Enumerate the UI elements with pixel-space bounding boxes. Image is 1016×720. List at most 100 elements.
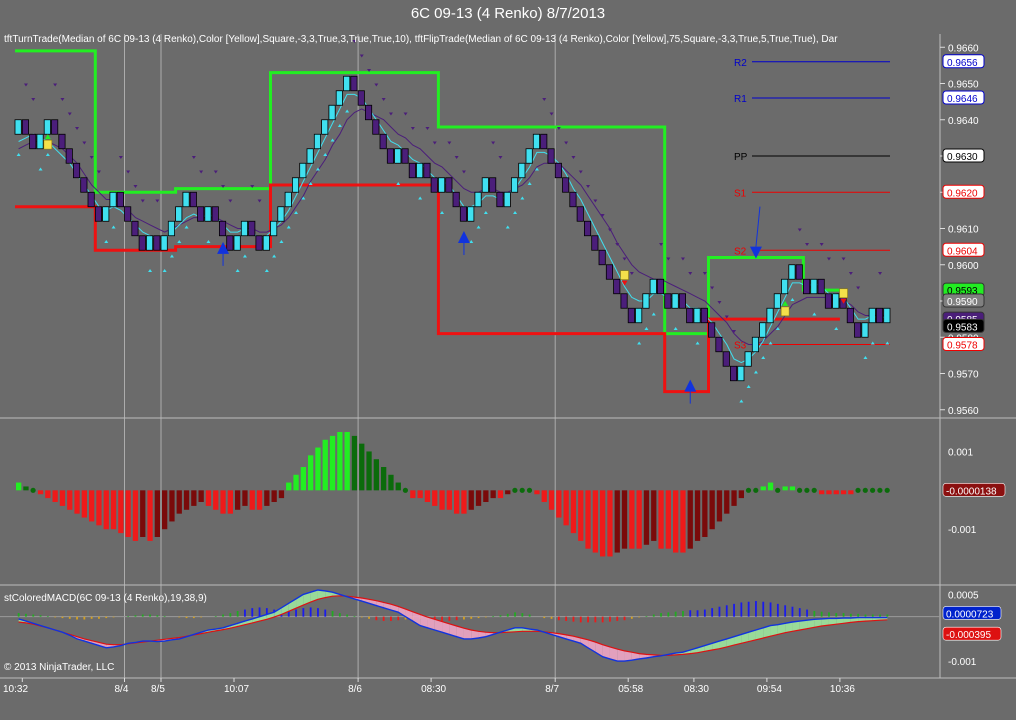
macd-fill (734, 634, 742, 646)
histogram-bar (227, 490, 233, 514)
trail-dot (812, 312, 817, 316)
value-axis: 0.95600.95700.95800.95900.96000.96100.96… (940, 43, 1006, 668)
renko-brick (445, 177, 453, 193)
histogram-panel[interactable] (16, 432, 890, 557)
renko-brick (313, 133, 321, 150)
trail-dot (184, 225, 189, 229)
macd-panel[interactable] (0, 589, 940, 662)
renko-brick (598, 249, 606, 266)
renko-brick (167, 220, 176, 237)
price-tick-label: 0.9600 (948, 261, 979, 272)
grid-lines (124, 34, 556, 678)
histogram-bar (359, 443, 365, 491)
trail-dot (206, 240, 211, 243)
time-tick-label: 10:07 (224, 684, 249, 695)
renko-brick (321, 119, 329, 135)
trail-dot (702, 272, 707, 275)
green-stop-line (15, 49, 840, 336)
hist-zero-dot (512, 487, 518, 493)
trail-dot (527, 182, 532, 185)
renko-brick (335, 90, 343, 106)
macd-value-tag (942, 606, 1002, 620)
trail-dot (330, 138, 335, 142)
histogram-bar (826, 490, 832, 495)
histogram-bar (651, 490, 657, 541)
pivot-value-label: 0.9656 (947, 58, 978, 69)
macd-fill (785, 622, 793, 633)
renko-brick (474, 191, 482, 208)
time-tick-label: 8/5 (151, 684, 165, 695)
renko-brick (554, 162, 562, 179)
renko-brick (197, 206, 205, 222)
renko-brick (788, 264, 796, 280)
renko-brick (532, 133, 540, 150)
histogram-bar (344, 432, 350, 491)
histogram-bar (125, 490, 131, 537)
trail-dot (16, 153, 21, 156)
price-panel[interactable]: R2 R1 PP S1 S2 S3 (14, 40, 891, 404)
time-axis: 10:32 8/4 8/5 10:07 8/6 08:30 8/7 05:58 08:30 09:… (3, 678, 855, 695)
trail-dot (345, 109, 350, 113)
copyright-text: © 2013 NinjaTrader, LLC (4, 662, 114, 673)
histogram-bar (220, 490, 226, 514)
trade-marker (839, 288, 848, 299)
trail-dot (607, 228, 612, 232)
histogram-bar (183, 490, 190, 510)
renko-brick (218, 220, 227, 237)
trail-dot (498, 156, 503, 159)
hist-zero-dot (797, 487, 803, 493)
renko-brick (357, 90, 365, 106)
price-value-label: 0.9593 (947, 286, 978, 297)
trail-dot (221, 185, 226, 188)
histogram-bar (687, 490, 693, 549)
macd-fill (821, 618, 829, 626)
trail-dot (644, 327, 649, 330)
renko-brick (379, 133, 387, 150)
histogram-bar (716, 490, 723, 522)
macd-fill (741, 632, 749, 644)
renko-brick (700, 307, 708, 324)
renko-brick (510, 177, 519, 193)
renko-brick (591, 235, 599, 251)
histogram-bar (600, 490, 606, 557)
renko-brick (678, 293, 686, 309)
histogram-bar (563, 490, 569, 526)
trail-dot (622, 257, 627, 261)
macd-fill (442, 621, 450, 635)
hist-zero-dot (884, 487, 890, 493)
histogram-bar (680, 490, 686, 553)
trail-dot (82, 141, 87, 145)
renko-brick (620, 293, 628, 309)
macd-fill (843, 618, 851, 624)
histogram-bar (738, 490, 744, 499)
hist-value-label: -0.0000138 (946, 486, 997, 497)
histogram-bar (673, 490, 679, 553)
renko-brick (138, 235, 146, 251)
pivot-value-label: 0.9604 (947, 246, 978, 257)
macd-fill (631, 652, 640, 661)
histogram-bar (322, 439, 328, 491)
price-value-tag (942, 293, 985, 308)
macd-fill (317, 590, 326, 600)
macd-fill (580, 638, 589, 648)
renko-brick (649, 278, 657, 295)
histogram-bar (37, 490, 44, 495)
trade-marker (43, 139, 53, 150)
trail-dot (534, 167, 539, 171)
renko-brick (226, 235, 234, 251)
trade-marker (780, 306, 790, 317)
histogram-bar (432, 490, 438, 506)
trail-dot (396, 182, 401, 185)
histogram-bar (169, 490, 175, 522)
hist-zero-dot (30, 487, 36, 493)
pivot-label: S3 (734, 341, 747, 352)
trail-dot (447, 141, 452, 145)
histogram-bar (658, 490, 664, 549)
trail-dot (680, 257, 685, 261)
histogram-bar (81, 490, 87, 518)
histogram-bar (395, 482, 401, 491)
renko-brick (306, 148, 314, 164)
macd-fill (288, 598, 297, 612)
trail-dot (45, 153, 50, 156)
